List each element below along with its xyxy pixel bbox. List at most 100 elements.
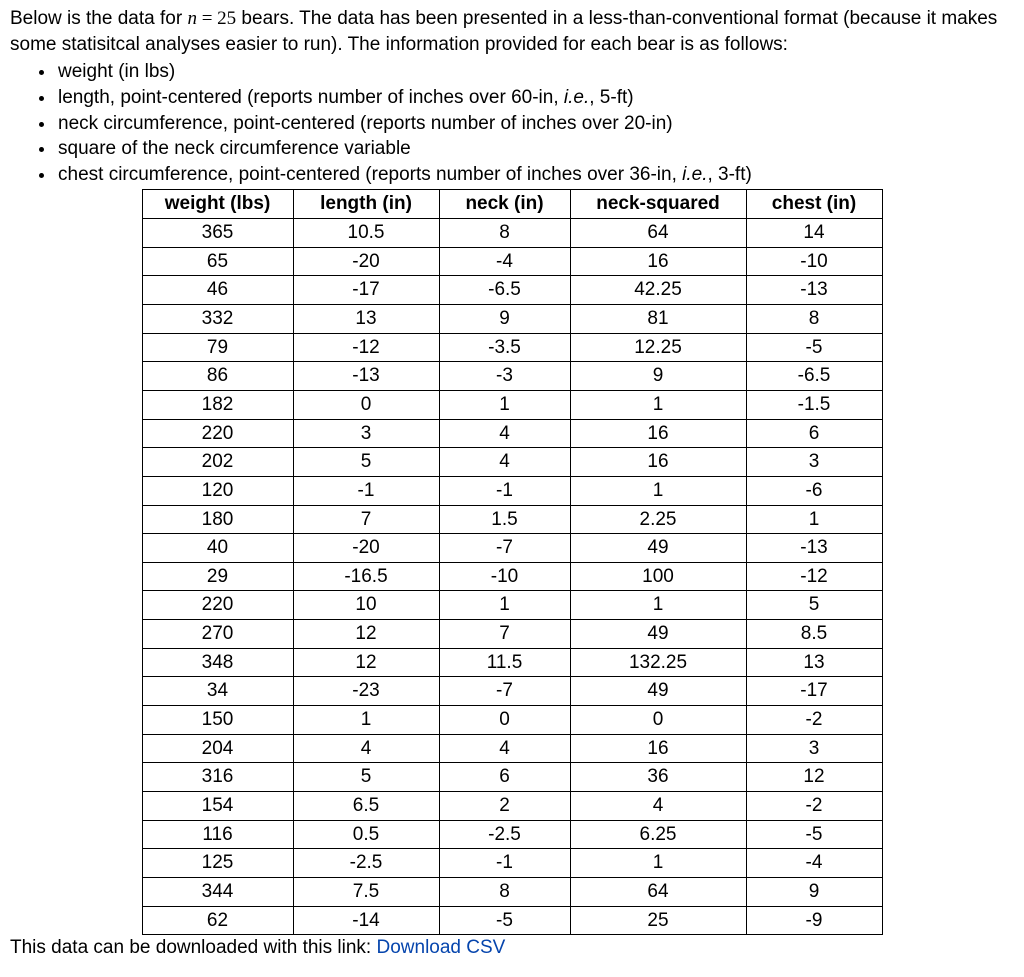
table-row: 65-20-416-10	[142, 247, 882, 276]
table-cell: 12	[293, 648, 439, 677]
table-row: 36510.586414	[142, 219, 882, 248]
table-cell: 150	[142, 706, 293, 735]
table-row: 22034166	[142, 419, 882, 448]
table-cell: 220	[142, 419, 293, 448]
table-cell: 4	[439, 448, 570, 477]
table-cell: 202	[142, 448, 293, 477]
table-row: 332139818	[142, 305, 882, 334]
table-row: 182011-1.5	[142, 390, 882, 419]
table-cell: 12.25	[570, 333, 746, 362]
table-cell: 1	[439, 591, 570, 620]
table-cell: 46	[142, 276, 293, 305]
table-cell: -9	[746, 906, 882, 935]
table-cell: 13	[746, 648, 882, 677]
table-cell: 180	[142, 505, 293, 534]
table-cell: 348	[142, 648, 293, 677]
table-header-row: weight (lbs) length (in) neck (in) neck-…	[142, 190, 882, 219]
table-cell: 2.25	[570, 505, 746, 534]
table-cell: 49	[570, 677, 746, 706]
table-cell: 344	[142, 877, 293, 906]
col-header-neck: neck (in)	[439, 190, 570, 219]
table-cell: 1	[570, 591, 746, 620]
table-cell: 9	[439, 305, 570, 334]
table-cell: 1	[439, 390, 570, 419]
table-row: 46-17-6.542.25-13	[142, 276, 882, 305]
table-cell: -20	[293, 247, 439, 276]
table-cell: -23	[293, 677, 439, 706]
table-cell: -2	[746, 791, 882, 820]
table-row: 29-16.5-10100-12	[142, 562, 882, 591]
n-value: 25	[217, 8, 236, 29]
table-cell: -20	[293, 534, 439, 563]
table-cell: 25	[570, 906, 746, 935]
table-cell: 120	[142, 476, 293, 505]
table-cell: 5	[746, 591, 882, 620]
table-cell: 316	[142, 763, 293, 792]
list-item: chest circumference, point-centered (rep…	[56, 162, 1014, 188]
table-row: 34-23-749-17	[142, 677, 882, 706]
table-cell: 1	[746, 505, 882, 534]
col-header-neck-squared: neck-squared	[570, 190, 746, 219]
table-cell: 132.25	[570, 648, 746, 677]
table-cell: -3	[439, 362, 570, 391]
table-cell: -2.5	[439, 820, 570, 849]
table-cell: -5	[746, 333, 882, 362]
table-cell: 4	[439, 419, 570, 448]
table-cell: 49	[570, 620, 746, 649]
table-cell: -13	[293, 362, 439, 391]
table-cell: -1	[439, 849, 570, 878]
table-cell: 12	[746, 763, 882, 792]
equals-sign: =	[197, 8, 217, 29]
table-cell: 3	[746, 448, 882, 477]
table-row: 1546.524-2	[142, 791, 882, 820]
table-cell: 365	[142, 219, 293, 248]
table-cell: 8	[439, 877, 570, 906]
table-cell: 220	[142, 591, 293, 620]
table-cell: 62	[142, 906, 293, 935]
table-cell: -13	[746, 534, 882, 563]
table-cell: -4	[439, 247, 570, 276]
table-row: 125-2.5-11-4	[142, 849, 882, 878]
table-cell: 16	[570, 419, 746, 448]
table-cell: 42.25	[570, 276, 746, 305]
table-cell: 65	[142, 247, 293, 276]
table-row: 270127498.5	[142, 620, 882, 649]
list-item: neck circumference, point-centered (repo…	[56, 111, 1014, 137]
list-item: weight (in lbs)	[56, 59, 1014, 85]
table-cell: 1	[570, 390, 746, 419]
download-line: This data can be downloaded with this li…	[10, 935, 1014, 962]
table-cell: -12	[746, 562, 882, 591]
table-cell: -17	[746, 677, 882, 706]
table-row: 40-20-749-13	[142, 534, 882, 563]
table-cell: -3.5	[439, 333, 570, 362]
table-row: 1160.5-2.56.25-5	[142, 820, 882, 849]
table-cell: 7	[439, 620, 570, 649]
table-cell: 49	[570, 534, 746, 563]
table-cell: 3	[746, 734, 882, 763]
table-cell: 29	[142, 562, 293, 591]
col-header-weight: weight (lbs)	[142, 190, 293, 219]
table-cell: 204	[142, 734, 293, 763]
table-cell: -4	[746, 849, 882, 878]
table-cell: 1	[293, 706, 439, 735]
variable-list: weight (in lbs) length, point-centered (…	[10, 59, 1014, 187]
table-cell: -10	[746, 247, 882, 276]
table-cell: 0	[293, 390, 439, 419]
table-row: 18071.52.251	[142, 505, 882, 534]
table-cell: 4	[293, 734, 439, 763]
table-cell: 11.5	[439, 648, 570, 677]
table-cell: -7	[439, 534, 570, 563]
table-cell: -5	[746, 820, 882, 849]
table-cell: 12	[293, 620, 439, 649]
table-row: 3481211.5132.2513	[142, 648, 882, 677]
table-cell: -5	[439, 906, 570, 935]
table-cell: 7.5	[293, 877, 439, 906]
table-cell: 0	[570, 706, 746, 735]
table-cell: -12	[293, 333, 439, 362]
table-cell: 1	[570, 476, 746, 505]
download-csv-link[interactable]: Download CSV	[377, 937, 506, 958]
table-cell: 10.5	[293, 219, 439, 248]
table-cell: 8	[746, 305, 882, 334]
intro-text-1: Below is the data for	[10, 8, 187, 29]
table-cell: 6.5	[293, 791, 439, 820]
